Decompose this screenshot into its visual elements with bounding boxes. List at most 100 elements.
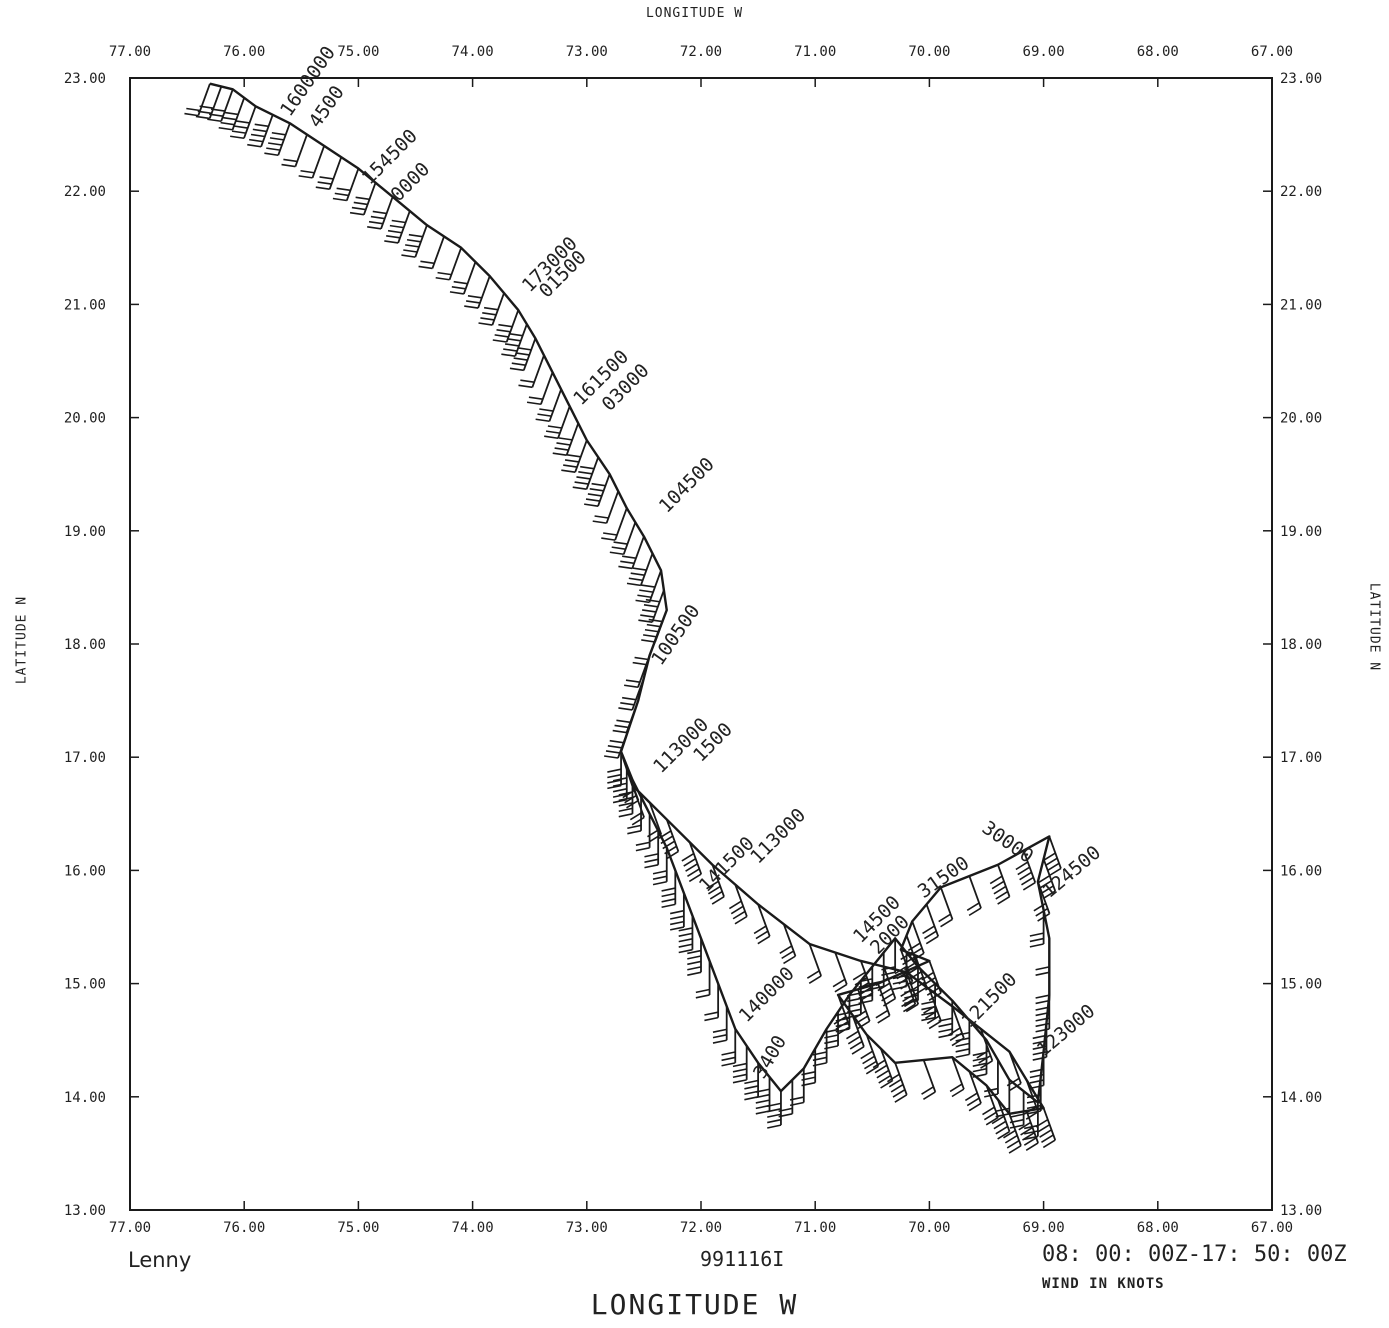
wind-barb-feather bbox=[233, 125, 248, 129]
wind-barb-feather bbox=[648, 833, 662, 843]
wind-barb-feather bbox=[254, 123, 269, 128]
wind-barb-feather bbox=[611, 546, 626, 550]
wind-barb-staff bbox=[1008, 1113, 1022, 1147]
wind-barb-feather bbox=[612, 729, 627, 734]
wind-units-label: WIND IN KNOTS bbox=[1042, 1276, 1165, 1292]
wind-barb-feather bbox=[721, 1062, 736, 1067]
wind-barb-feather bbox=[670, 926, 685, 931]
lat-tick-label-right: 14.00 bbox=[1280, 1090, 1322, 1106]
wind-barb-feather bbox=[520, 379, 535, 383]
wind-barb-feather bbox=[1046, 862, 1060, 872]
wind-barb-staff bbox=[834, 952, 848, 985]
wind-barb-feather bbox=[858, 999, 873, 1005]
wind-barb-feather bbox=[877, 982, 891, 992]
wind-barb-feather bbox=[951, 1088, 965, 1098]
wind-barb-feather bbox=[968, 907, 982, 917]
wind-barb-feather bbox=[664, 845, 677, 855]
wind-barb-feather bbox=[921, 1086, 934, 1095]
wind-barb-staff bbox=[380, 196, 394, 230]
wind-barb-feather bbox=[564, 459, 580, 463]
wind-barb-feather bbox=[1033, 902, 1047, 912]
wind-barb-feather bbox=[872, 1059, 886, 1069]
wind-barb-feather bbox=[437, 271, 452, 276]
wind-barb-feather bbox=[271, 131, 286, 136]
wind-barb-feather bbox=[938, 913, 952, 923]
wind-barb-staff bbox=[1025, 1110, 1039, 1144]
wind-barb-feather bbox=[865, 1065, 879, 1075]
wind-barb-feather bbox=[1042, 1139, 1056, 1149]
flight-track bbox=[209, 82, 1051, 1115]
wind-barb-feather bbox=[789, 1096, 804, 1101]
wind-barb-feather bbox=[906, 966, 920, 975]
wind-barb-feather bbox=[903, 1003, 916, 1013]
wind-barb-staff bbox=[231, 97, 246, 131]
wind-barb-feather bbox=[418, 265, 433, 270]
wind-barb-staff bbox=[243, 105, 257, 139]
wind-barb-feather bbox=[609, 739, 624, 744]
wind-barb-feather bbox=[612, 777, 627, 782]
altitude-label: 104500 bbox=[655, 453, 719, 517]
wind-barb-feather bbox=[904, 961, 917, 971]
lat-tick-label-right: 23.00 bbox=[1280, 71, 1322, 87]
wind-barb-feather bbox=[1043, 852, 1056, 862]
wind-barb-feather bbox=[574, 481, 589, 485]
wind-barb-feather bbox=[995, 890, 1009, 900]
wind-barb-staff bbox=[894, 1062, 908, 1096]
wind-barb-feather bbox=[681, 852, 695, 862]
wind-barb-feather bbox=[592, 520, 607, 524]
wind-barb-feather bbox=[220, 121, 235, 126]
wind-barb-feather bbox=[835, 1021, 849, 1030]
lat-tick-label-right: 19.00 bbox=[1280, 524, 1322, 540]
wind-barb-feather bbox=[349, 211, 365, 216]
wind-barb-feather bbox=[319, 176, 334, 180]
wind-barb-feather bbox=[904, 998, 917, 1008]
wind-barb-staff bbox=[914, 954, 928, 988]
wind-barb-feather bbox=[732, 910, 746, 920]
wind-barb-feather bbox=[862, 1055, 875, 1065]
wind-barb-feather bbox=[670, 915, 685, 920]
wind-barb-feather bbox=[704, 1011, 719, 1016]
wind-barb-staff bbox=[1042, 1107, 1057, 1141]
lat-tick-label-right: 22.00 bbox=[1280, 184, 1322, 200]
wind-barb-staff bbox=[574, 439, 588, 473]
wind-barb-feather bbox=[938, 1028, 953, 1033]
lat-tick-label-left: 17.00 bbox=[64, 750, 106, 766]
wind-barb-feather bbox=[744, 1085, 759, 1090]
mission-id: 991116I bbox=[700, 1247, 785, 1271]
wind-barb-staff bbox=[277, 122, 291, 156]
wind-barb-feather bbox=[860, 1050, 874, 1060]
wind-barb-staff bbox=[860, 960, 874, 994]
wind-barb-feather bbox=[627, 830, 642, 835]
wind-barb-staff bbox=[631, 677, 645, 711]
wind-barb-feather bbox=[266, 147, 281, 151]
wind-barb-feather bbox=[1039, 1129, 1052, 1138]
wind-barb-feather bbox=[972, 1062, 987, 1067]
wind-barb-feather bbox=[890, 1083, 904, 1093]
wind-barb-feather bbox=[351, 206, 366, 211]
wind-barb-feather bbox=[1022, 881, 1036, 891]
wind-barb-feather bbox=[332, 197, 347, 202]
wind-barb-feather bbox=[687, 971, 702, 976]
time-range: 08: 00: 00Z-17: 50: 00Z bbox=[1042, 1242, 1347, 1267]
wind-barb-staff bbox=[922, 1059, 937, 1093]
wind-barb-feather bbox=[857, 1020, 871, 1030]
wind-barb-staff bbox=[734, 884, 748, 917]
wind-barb-staff bbox=[1048, 836, 1062, 869]
wind-barb-feather bbox=[878, 1074, 892, 1084]
wind-barb-feather bbox=[604, 755, 619, 759]
wind-barb-feather bbox=[874, 1064, 888, 1074]
wind-barb-staff bbox=[757, 904, 771, 937]
lon-tick-label-bottom: 76.00 bbox=[223, 1220, 265, 1236]
altitude-label: 140000 bbox=[735, 963, 799, 1027]
wind-barb-feather bbox=[186, 107, 201, 112]
wind-barb-feather bbox=[580, 465, 595, 470]
wind-barb-feather bbox=[632, 661, 647, 666]
wind-barb-feather bbox=[334, 192, 349, 197]
wind-barb-feather bbox=[1029, 1084, 1044, 1090]
wind-barb-feather bbox=[601, 537, 616, 541]
wind-barb-feather bbox=[1021, 876, 1034, 886]
wind-barb-feather bbox=[881, 992, 894, 1002]
wind-barb-feather bbox=[389, 224, 404, 229]
bottom-axis-title: LONGITUDE W bbox=[590, 1288, 799, 1321]
wind-barb-feather bbox=[283, 158, 298, 163]
